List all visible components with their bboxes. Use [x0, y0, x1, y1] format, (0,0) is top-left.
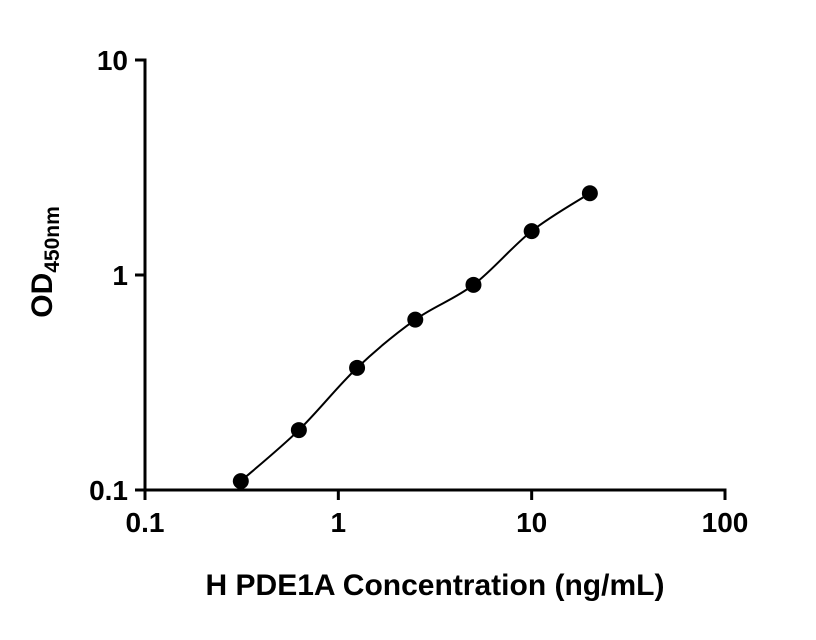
x-axis-tick-label: 1 — [331, 507, 347, 538]
axes-lines — [143, 58, 727, 492]
y-axis-title-main: OD — [26, 273, 59, 318]
data-point — [407, 311, 424, 328]
axis-tick-labels: 0.1 1 10 100 0.1 1 10 — [89, 45, 748, 538]
data-point — [349, 359, 366, 376]
data-point — [523, 223, 540, 240]
data-point — [465, 276, 482, 293]
data-point — [581, 185, 598, 202]
axis-ticks — [135, 58, 727, 500]
data-point-markers — [232, 185, 598, 490]
y-axis-tick-label: 10 — [97, 45, 128, 76]
y-axis-title-subscript: 450nm — [41, 206, 64, 273]
y-axis-title: OD450nm — [26, 206, 64, 318]
y-axis-tick-label: 1 — [112, 260, 128, 291]
y-axis-tick-label: 0.1 — [89, 475, 128, 506]
x-axis-tick-label: 0.1 — [126, 507, 165, 538]
x-axis-tick-label: 100 — [702, 507, 749, 538]
x-axis-title: H PDE1A Concentration (ng/mL) — [206, 569, 665, 602]
data-point — [232, 473, 249, 490]
x-axis-tick-label: 10 — [516, 507, 547, 538]
data-point — [290, 422, 307, 439]
